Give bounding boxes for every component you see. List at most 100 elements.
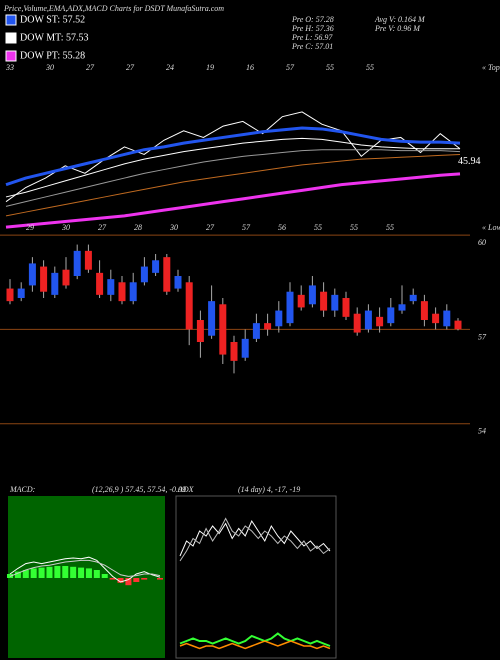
- date-label: 55: [366, 63, 374, 72]
- macd-bar: [109, 578, 116, 580]
- candle-body: [107, 279, 115, 295]
- date-label: 55: [350, 223, 358, 232]
- di-plus-line: [179, 519, 331, 557]
- date-label: 27: [206, 223, 215, 232]
- macd-params: (12,26,9 ) 57.45, 57.54, -0.09: [92, 485, 186, 494]
- candle-body: [96, 272, 104, 295]
- legend-label: DOW ST: 57.52: [20, 14, 85, 25]
- macd-bar: [93, 570, 100, 578]
- candle-body: [387, 307, 395, 324]
- date-label: 27: [126, 63, 135, 72]
- macd-line: [9, 556, 161, 583]
- adx-aux-line: [179, 640, 331, 650]
- candle-body: [62, 269, 70, 286]
- candle-body: [185, 282, 193, 330]
- date-label: 30: [61, 223, 70, 232]
- date-label: 24: [166, 63, 174, 72]
- signal-line: [9, 559, 161, 577]
- candle-body: [443, 310, 451, 327]
- candle-body: [40, 266, 48, 292]
- di-minus-line: [179, 517, 331, 562]
- price-line: [5, 111, 461, 203]
- date-label: 28: [134, 223, 142, 232]
- macd-bar: [46, 566, 53, 578]
- last-price: 45.94: [458, 156, 481, 167]
- date-label: 19: [206, 63, 214, 72]
- candle-body: [28, 263, 36, 286]
- legend-swatch: [5, 32, 17, 44]
- legend-label: DOW MT: 57.53: [20, 32, 88, 43]
- date-label: 30: [169, 223, 178, 232]
- date-label: 55: [314, 223, 322, 232]
- candle-body: [152, 260, 160, 273]
- candle-body: [241, 338, 249, 358]
- y-tick-label: 57: [478, 332, 487, 341]
- macd-bar: [101, 574, 108, 578]
- date-label: 27: [86, 63, 95, 72]
- macd-bar: [133, 578, 140, 582]
- price-line: [5, 149, 461, 207]
- candle-body: [286, 291, 294, 324]
- candle-body: [174, 276, 182, 289]
- candle-body: [342, 298, 350, 317]
- stat: Pre H: 57.36: [291, 24, 334, 33]
- legend-label: DOW PT: 55.28: [20, 50, 85, 61]
- price-line: [5, 137, 460, 198]
- candle-body: [208, 301, 216, 336]
- date-label: 57: [242, 223, 251, 232]
- candle-body: [51, 272, 59, 295]
- candle-body: [252, 323, 260, 339]
- macd-bar: [62, 566, 69, 578]
- price-line: [5, 153, 461, 217]
- macd-bar: [85, 568, 92, 578]
- date-label: 57: [286, 63, 295, 72]
- candle-body: [398, 304, 406, 311]
- stat: Pre O: 57.28: [291, 15, 334, 24]
- macd-bar: [125, 578, 132, 586]
- candle-body: [454, 320, 462, 330]
- stat: Avg V: 0.164 M: [374, 15, 426, 24]
- candle-body: [129, 282, 137, 302]
- candle-body: [196, 320, 204, 342]
- macd-bar: [70, 566, 77, 578]
- candle-body: [275, 310, 283, 327]
- adx-line: [179, 632, 331, 647]
- candle-body: [230, 342, 238, 361]
- macd-bar: [38, 567, 45, 578]
- macd-bar: [54, 566, 61, 578]
- price-line: [5, 126, 461, 187]
- candle-body: [320, 291, 328, 311]
- candle-body: [264, 323, 272, 330]
- macd-bar: [22, 570, 29, 578]
- date-label: 55: [386, 223, 394, 232]
- candle-body: [364, 310, 372, 330]
- candle-body: [219, 304, 227, 355]
- legend-swatch: [5, 14, 17, 26]
- candle-body: [420, 301, 428, 320]
- candle-body: [432, 313, 440, 324]
- page-title: Price,Volume,EMA,ADX,MACD Charts for DSD…: [3, 4, 224, 13]
- candle-body: [308, 285, 316, 305]
- stat: Pre V: 0.96 M: [374, 24, 421, 33]
- candle-body: [118, 282, 126, 302]
- candle-body: [163, 257, 171, 292]
- date-label: 55: [326, 63, 334, 72]
- candle-body: [6, 288, 14, 302]
- candle-body: [353, 313, 361, 333]
- date-label: 56: [278, 223, 286, 232]
- date-label: 33: [5, 63, 14, 72]
- macd-bar: [30, 568, 37, 578]
- candle-body: [331, 294, 339, 311]
- price-line: [5, 172, 461, 229]
- date-label: 16: [246, 63, 254, 72]
- adx-panel: [175, 495, 337, 659]
- date-label: 29: [26, 223, 34, 232]
- macd-bar: [78, 567, 85, 578]
- candle-body: [376, 316, 384, 327]
- macd-bar: [141, 578, 148, 580]
- macd-bar: [157, 578, 163, 580]
- candle-body: [17, 288, 25, 298]
- stat: Pre C: 57.01: [291, 42, 333, 51]
- lows-label: « Lows: [482, 223, 500, 232]
